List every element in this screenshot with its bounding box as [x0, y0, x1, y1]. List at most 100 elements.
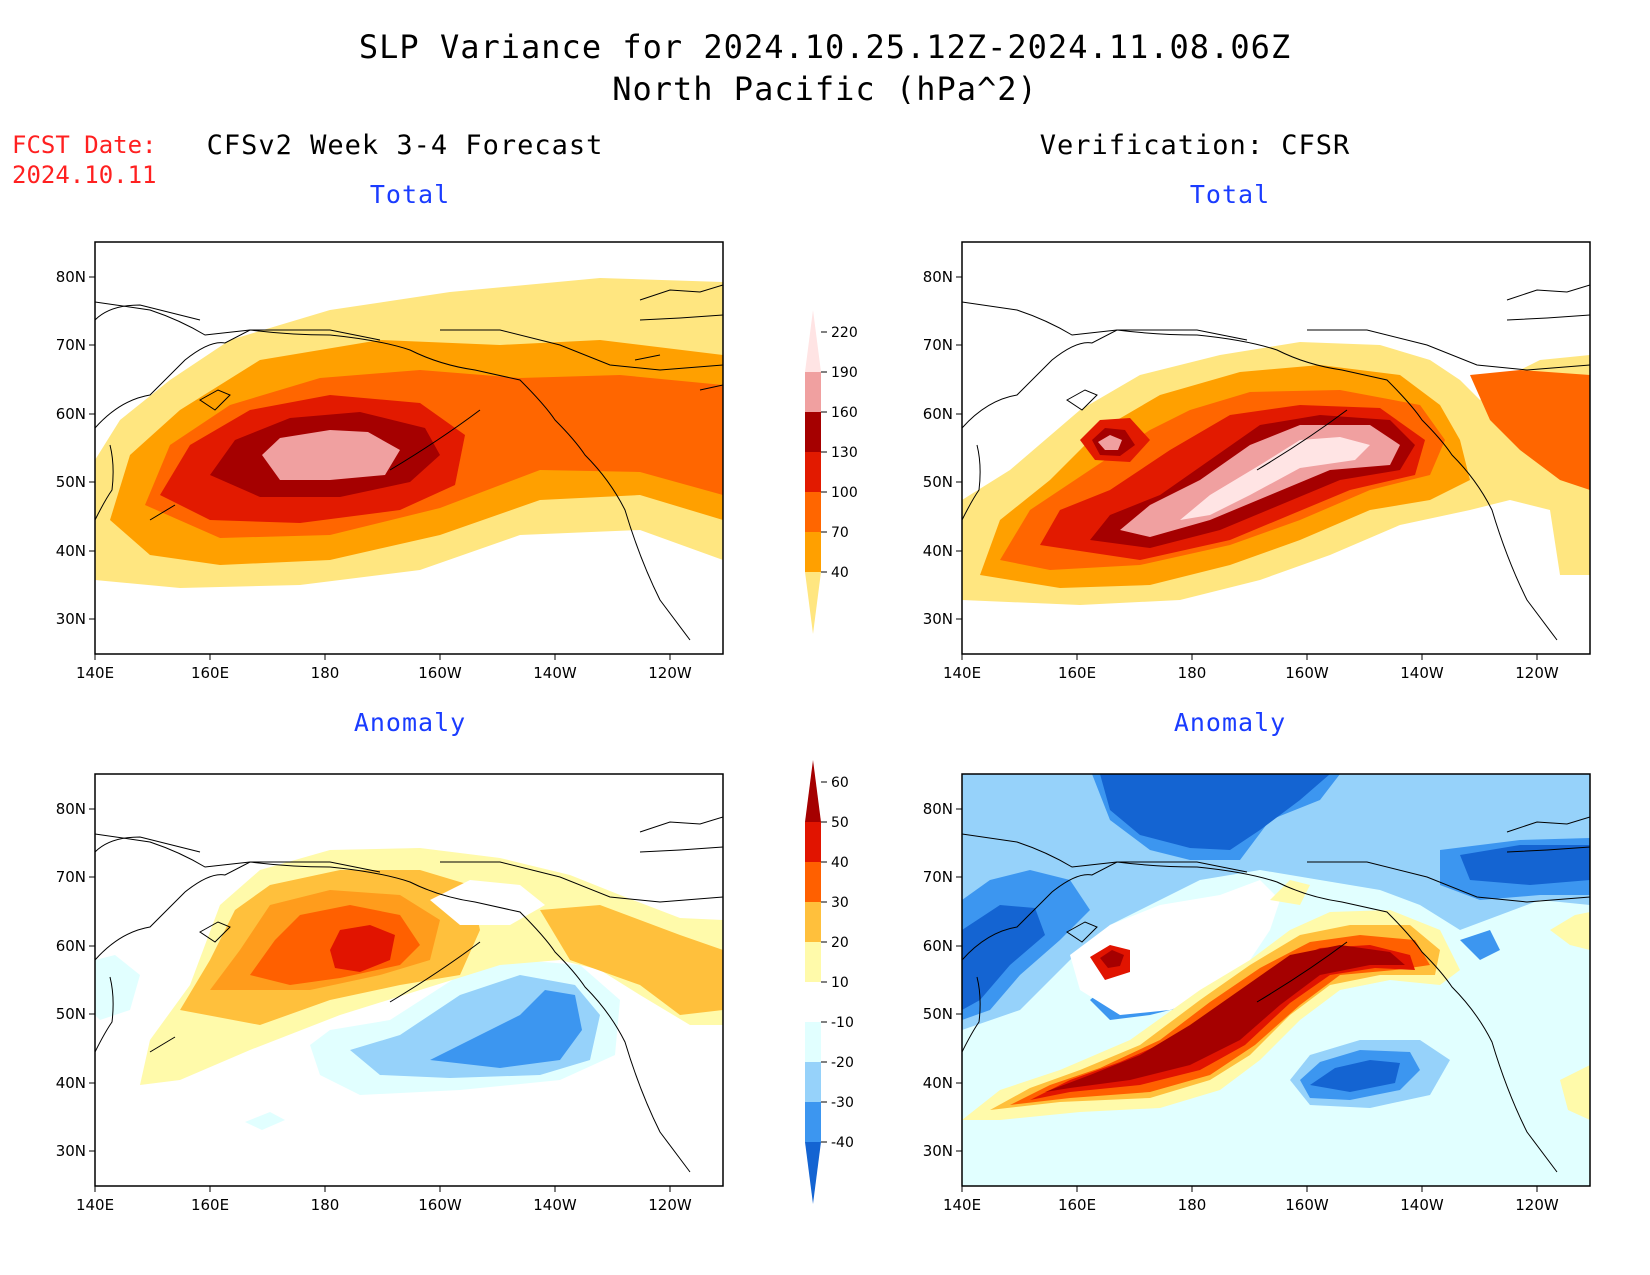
lat-tick-label: 40N — [923, 542, 953, 560]
colorbar-label: -10 — [831, 1015, 854, 1031]
panel-subtitle-fcst-total: Total — [369, 180, 451, 209]
colorbar-segment — [805, 760, 821, 822]
colorbar-segment — [805, 1142, 821, 1204]
lon-tick-label: 120W — [1515, 1196, 1559, 1214]
lat-tick-label: 70N — [56, 336, 86, 354]
panel-subtitle-ver-total: Total — [1189, 180, 1271, 209]
colorbar-label: 50 — [831, 815, 849, 831]
colorbar-segment — [805, 942, 821, 982]
colorbar-segment — [805, 452, 821, 492]
colorbar-label: -40 — [831, 1135, 854, 1151]
lat-tick-label: 60N — [923, 405, 953, 423]
lat-tick-label: 80N — [923, 800, 953, 818]
colorbar-label: 20 — [831, 935, 849, 951]
fcst-date-label: FCST Date: — [12, 131, 157, 159]
fcst-date-value: 2024.10.11 — [12, 161, 157, 189]
colorbar-label: 10 — [831, 975, 849, 991]
lon-tick-label: 120W — [648, 664, 692, 682]
lat-tick-label: 80N — [56, 268, 86, 286]
axes-layer: 140E 160E 180 160W 140W 120W 30N 40N 50N 60N 70N 80… — [56, 268, 1559, 1214]
colorbar-segment — [805, 532, 821, 572]
colorbar-segment — [805, 1022, 821, 1062]
colorbar-label: 30 — [831, 895, 849, 911]
lat-tick-label: 50N — [56, 1005, 86, 1023]
map-ver-total — [961, 241, 1591, 655]
colorbar-label: 190 — [831, 365, 858, 381]
panel-subtitle-ver-anom: Anomaly — [1173, 708, 1287, 737]
lat-tick-label: 80N — [923, 268, 953, 286]
lon-tick-label: 160E — [1058, 1196, 1096, 1214]
colorbar-label: -20 — [831, 1055, 854, 1071]
colorbar-segment — [805, 492, 821, 532]
lon-tick-label: 180 — [1178, 664, 1207, 682]
lat-tick-label: 70N — [56, 868, 86, 886]
colorbar-segment — [805, 822, 821, 862]
colorbar-segment — [805, 1062, 821, 1102]
map-ver-anomaly — [961, 773, 1591, 1187]
main-subtitle: North Pacific (hPa^2) — [612, 70, 1038, 108]
lat-tick-label: 30N — [923, 610, 953, 628]
lat-tick-label: 60N — [56, 405, 86, 423]
lat-tick-label: 50N — [56, 473, 86, 491]
lon-tick-label: 160E — [191, 664, 229, 682]
lon-tick-label: 140W — [1400, 664, 1444, 682]
lon-tick-label: 140E — [76, 1196, 114, 1214]
colorbar-segment — [805, 902, 821, 942]
lon-tick-label: 140W — [533, 664, 577, 682]
map-fcst-total — [94, 241, 724, 655]
lat-tick-label: 60N — [56, 937, 86, 955]
colorbar-total: 40 70 100 130 160 190 220 — [805, 310, 858, 634]
lon-tick-label: 160E — [191, 1196, 229, 1214]
main-title: SLP Variance for 2024.10.25.12Z-2024.11.… — [358, 28, 1292, 66]
colorbar-label: 160 — [831, 405, 858, 421]
lat-tick-label: 40N — [56, 1074, 86, 1092]
lat-tick-label: 80N — [56, 800, 86, 818]
colorbar-segment — [805, 412, 821, 452]
lon-tick-label: 180 — [311, 1196, 340, 1214]
lat-tick-label: 50N — [923, 1005, 953, 1023]
colorbar-label: 40 — [831, 855, 849, 871]
lon-tick-label: 120W — [1515, 664, 1559, 682]
colorbar-segment — [805, 310, 821, 372]
colorbar-anomaly: -40 -30 -20 -10 10 20 30 40 50 60 — [805, 760, 854, 1204]
lat-tick-label: 60N — [923, 937, 953, 955]
lon-tick-label: 160E — [1058, 664, 1096, 682]
lon-tick-label: 140W — [533, 1196, 577, 1214]
colorbar-label: -30 — [831, 1095, 854, 1111]
lat-tick-label: 30N — [923, 1142, 953, 1160]
lat-tick-label: 50N — [923, 473, 953, 491]
lat-tick-label: 70N — [923, 868, 953, 886]
lat-tick-label: 30N — [56, 610, 86, 628]
colorbar-segment — [805, 982, 821, 1022]
lon-tick-label: 160W — [418, 1196, 462, 1214]
lon-tick-label: 140E — [943, 1196, 981, 1214]
lon-tick-label: 120W — [648, 1196, 692, 1214]
column-title-forecast: CFSv2 Week 3-4 Forecast — [206, 130, 604, 161]
colorbar-label: 220 — [831, 325, 858, 341]
lat-tick-label: 30N — [56, 1142, 86, 1160]
colorbar-label: 60 — [831, 775, 849, 791]
lon-tick-label: 160W — [418, 664, 462, 682]
lon-tick-label: 160W — [1285, 664, 1329, 682]
colorbar-segment — [805, 862, 821, 902]
lat-tick-label: 70N — [923, 336, 953, 354]
colorbar-segment — [805, 372, 821, 412]
panel-subtitle-fcst-anom: Anomaly — [353, 708, 467, 737]
column-title-verification: Verification: CFSR — [1039, 130, 1351, 161]
lon-tick-label: 180 — [1178, 1196, 1207, 1214]
colorbar-label: 100 — [831, 485, 858, 501]
colorbar-label: 70 — [831, 525, 849, 541]
colorbar-label: 130 — [831, 445, 858, 461]
lon-tick-label: 160W — [1285, 1196, 1329, 1214]
lat-tick-label: 40N — [923, 1074, 953, 1092]
lon-tick-label: 140E — [76, 664, 114, 682]
map-fcst-anomaly — [94, 773, 724, 1187]
colorbar-segment — [805, 572, 821, 634]
lat-tick-label: 40N — [56, 542, 86, 560]
lon-tick-label: 180 — [311, 664, 340, 682]
lon-tick-label: 140E — [943, 664, 981, 682]
colorbar-label: 40 — [831, 565, 849, 581]
lon-tick-label: 140W — [1400, 1196, 1444, 1214]
colorbar-segment — [805, 1102, 821, 1142]
